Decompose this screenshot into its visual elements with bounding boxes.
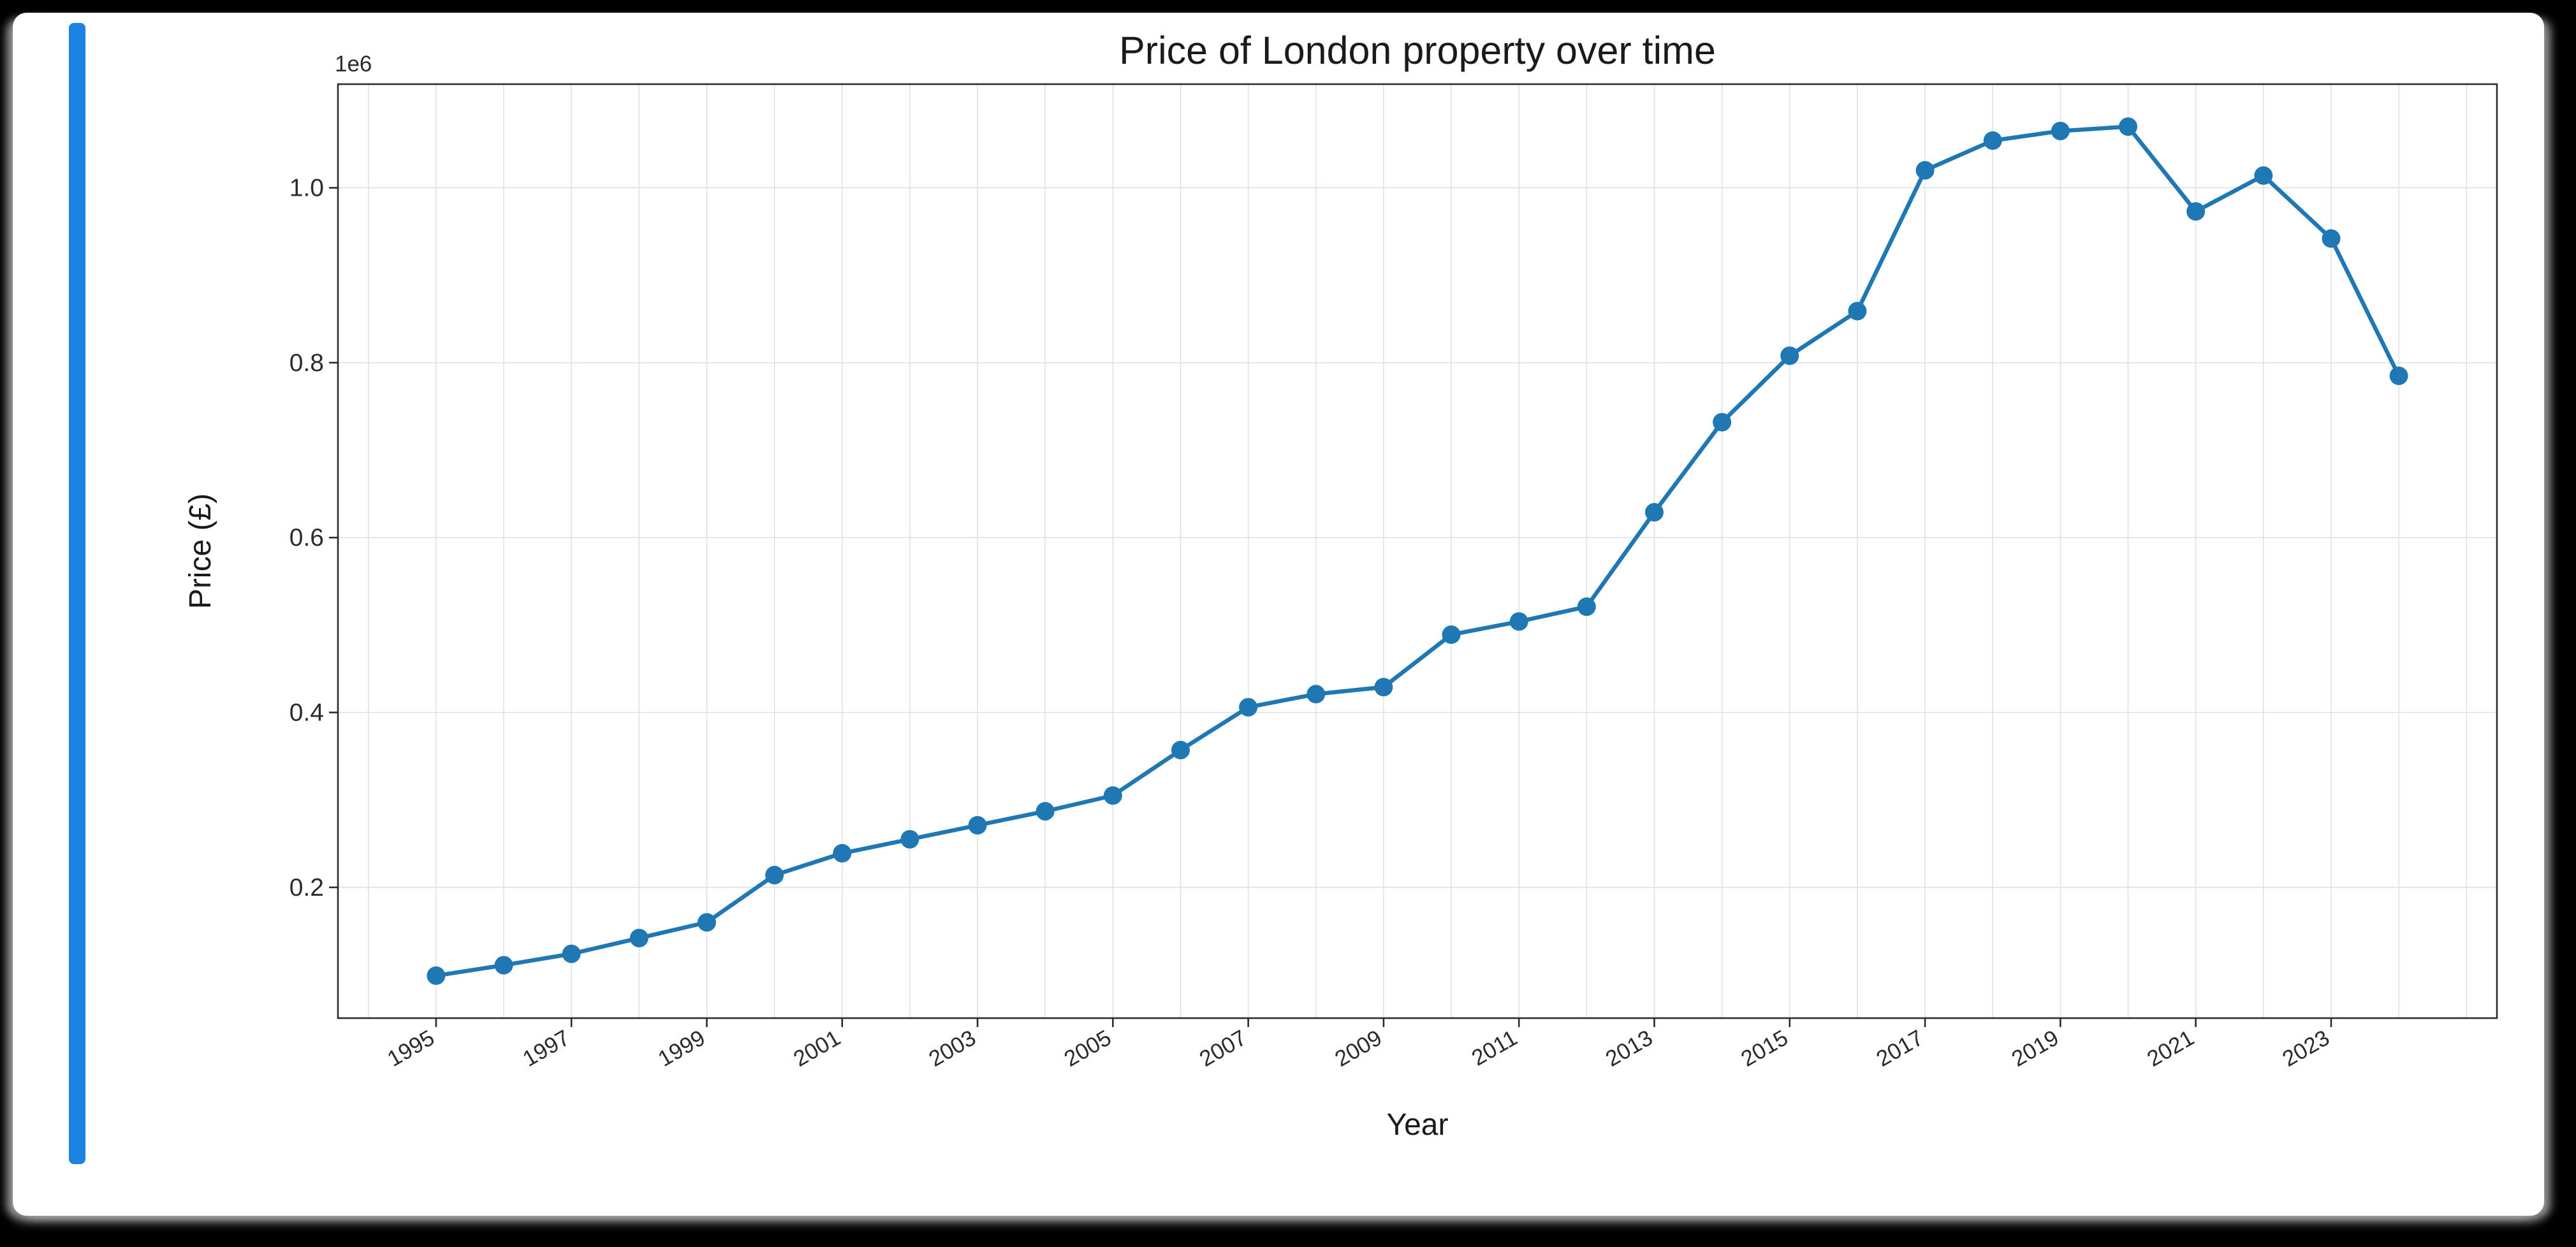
svg-text:1.0: 1.0 [289,175,324,202]
svg-text:2011: 2011 [1468,1025,1522,1070]
svg-text:2017: 2017 [1872,1025,1928,1072]
svg-text:2021: 2021 [2143,1025,2199,1072]
svg-text:0.6: 0.6 [289,524,324,551]
svg-text:2009: 2009 [1331,1025,1386,1072]
svg-text:1e6: 1e6 [335,52,372,77]
svg-text:1995: 1995 [383,1025,439,1072]
svg-text:0.8: 0.8 [289,349,324,377]
svg-text:Year: Year [1387,1108,1449,1142]
svg-text:Price (£): Price (£) [184,493,217,609]
svg-text:2003: 2003 [925,1025,980,1072]
svg-text:2019: 2019 [2007,1025,2063,1072]
svg-text:Price of London property over: Price of London property over time [1119,29,1716,72]
svg-text:1999: 1999 [654,1025,710,1072]
svg-text:2015: 2015 [1737,1025,1792,1072]
svg-text:2001: 2001 [789,1025,845,1072]
svg-text:2013: 2013 [1602,1025,1657,1072]
svg-text:2023: 2023 [2278,1025,2334,1072]
svg-text:2007: 2007 [1196,1025,1251,1072]
svg-text:1997: 1997 [518,1025,574,1072]
svg-text:2005: 2005 [1060,1025,1115,1072]
svg-text:0.2: 0.2 [289,874,324,901]
svg-text:0.4: 0.4 [289,699,324,727]
